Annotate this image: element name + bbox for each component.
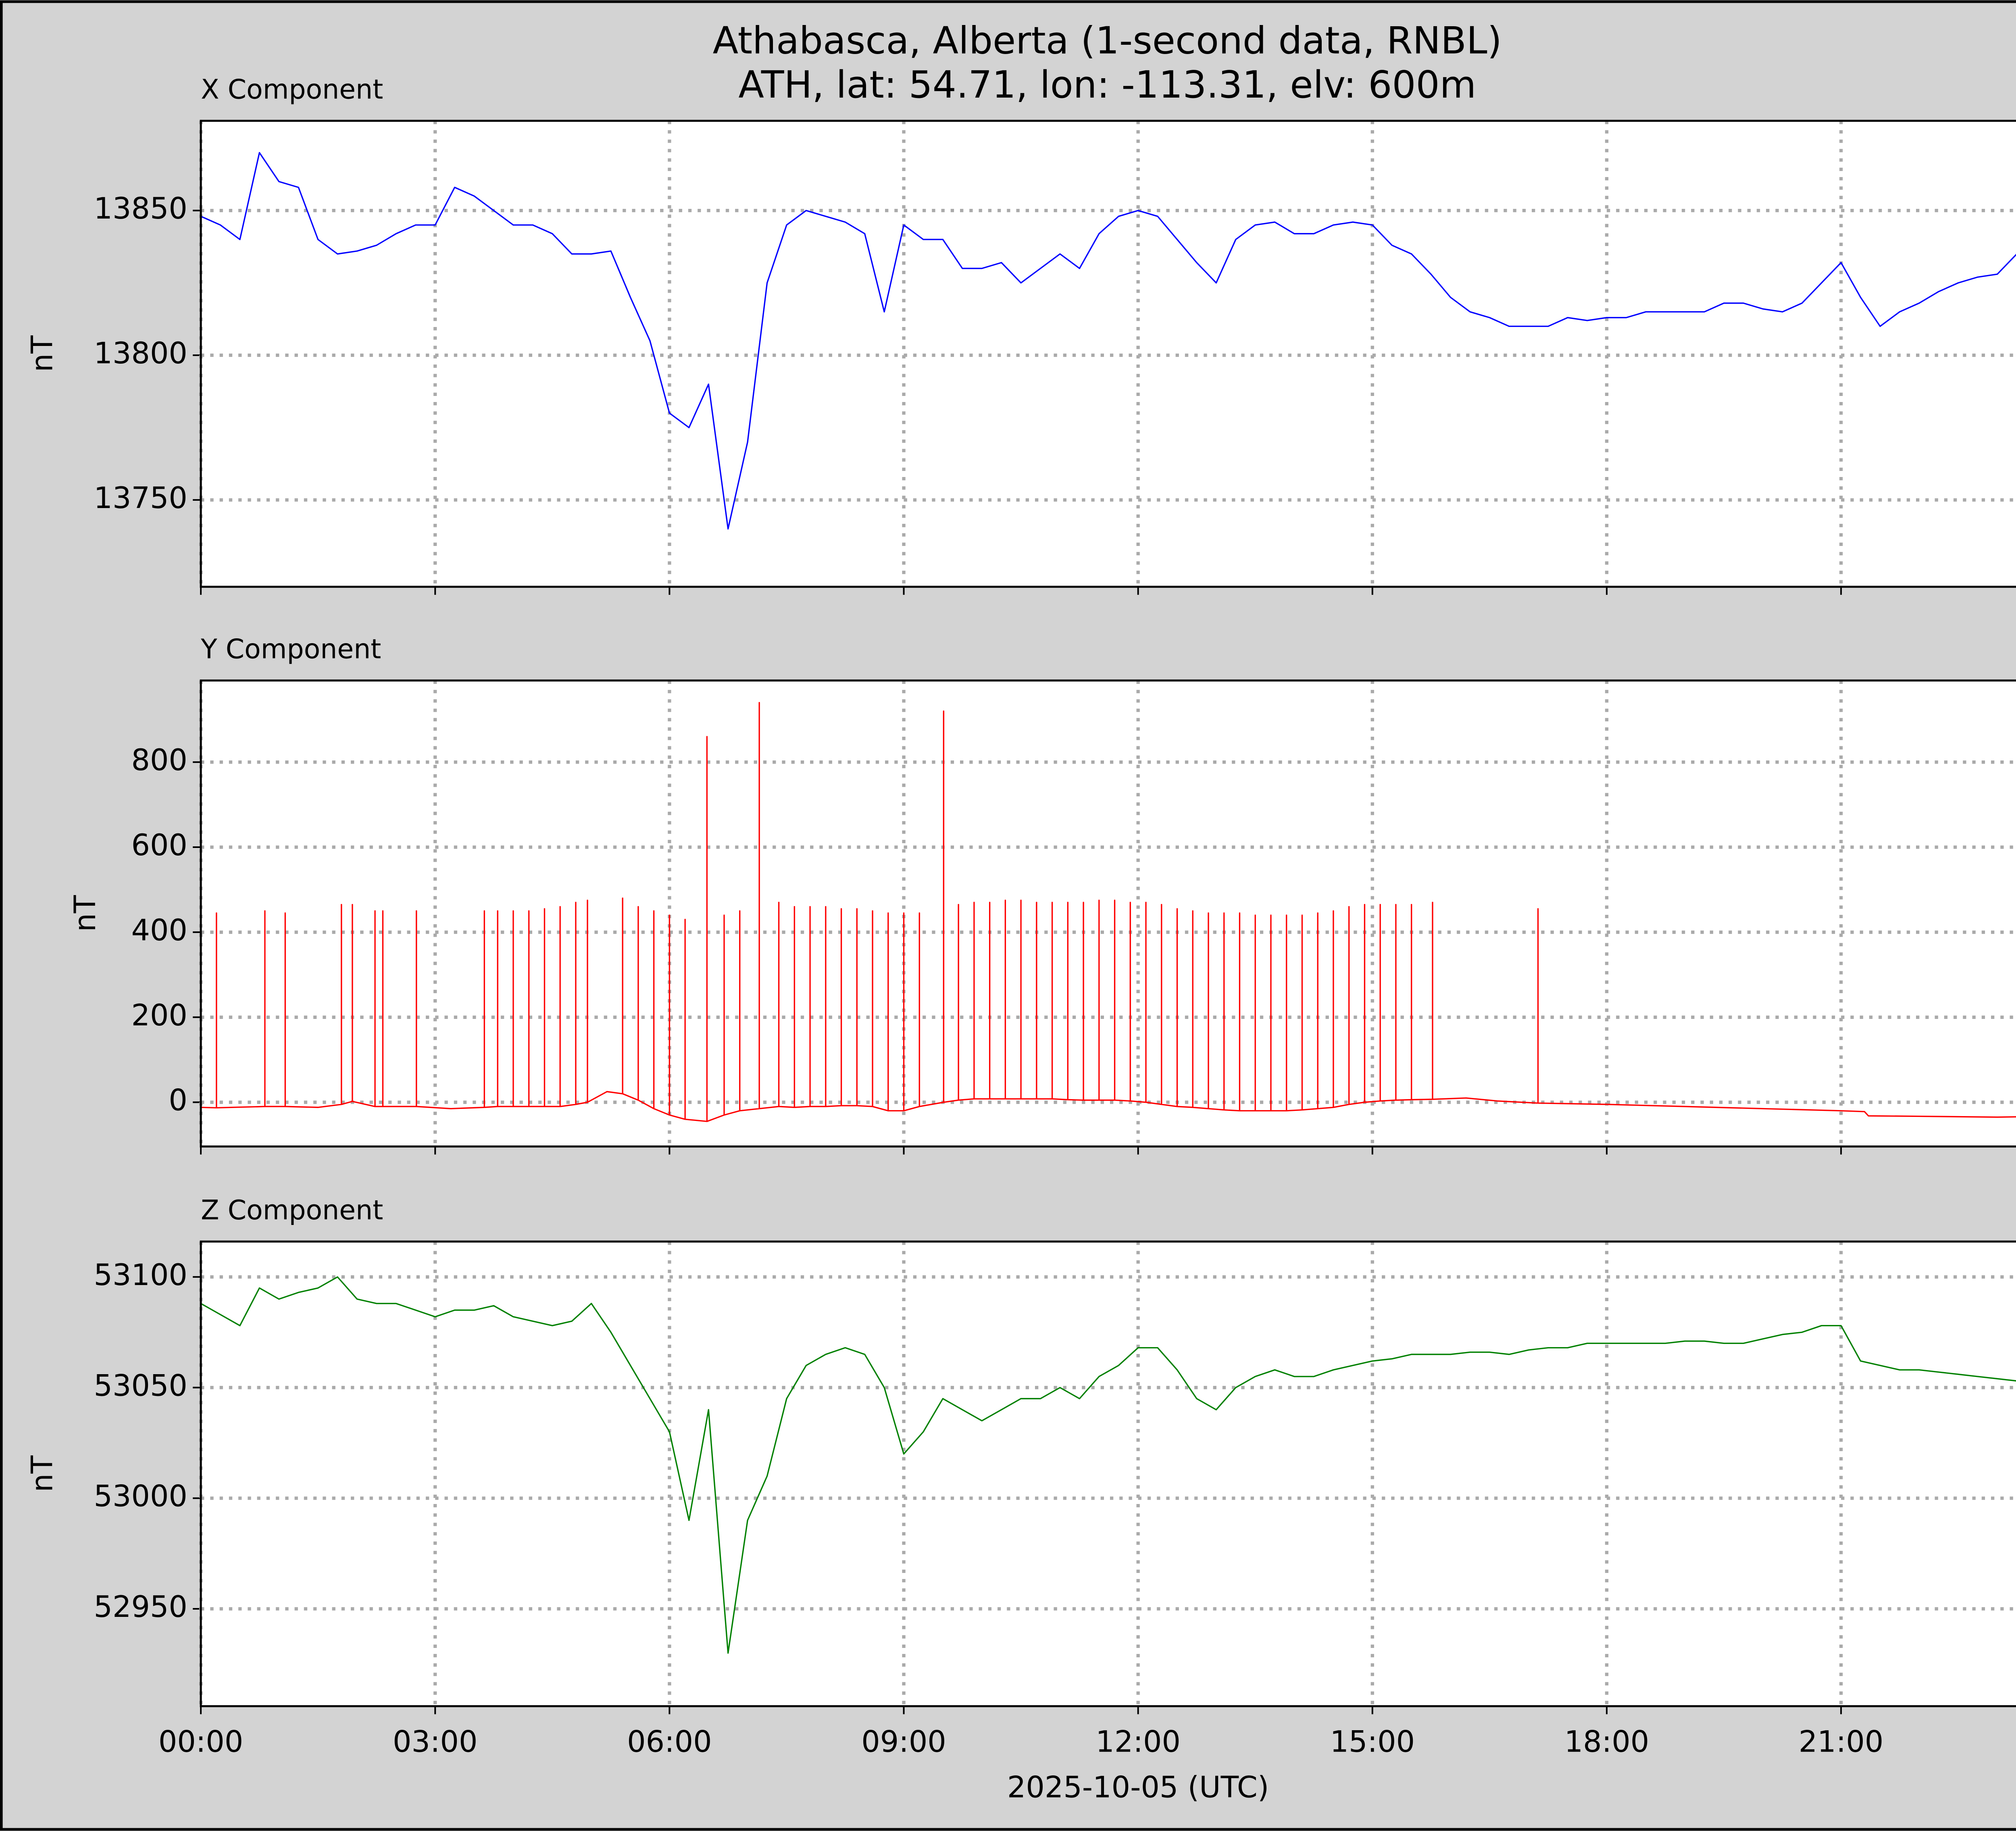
x-tick-label: 03:00 <box>393 1725 478 1759</box>
panel-title: Z Component <box>201 1194 383 1226</box>
y-tick-label: 0 <box>169 1083 187 1118</box>
x-axis-label: 2025-10-05 (UTC) <box>1007 1770 1269 1804</box>
y-tick-label: 52950 <box>94 1590 187 1624</box>
y-tick-label: 600 <box>131 828 187 862</box>
y-tick-label: 400 <box>131 913 187 948</box>
plot-area <box>201 680 2016 1147</box>
y-tick-label: 53000 <box>94 1479 187 1514</box>
plot-frame <box>200 120 2016 588</box>
x-tick-label: 21:00 <box>1799 1725 1884 1759</box>
plot-frame <box>200 1240 2016 1707</box>
x-tick-label: 09:00 <box>861 1725 946 1759</box>
x-tick-label: 06:00 <box>627 1725 712 1759</box>
data-line <box>201 1276 2016 1654</box>
data-line <box>201 152 2016 530</box>
y-axis-label: nT <box>25 1455 60 1492</box>
plot-area <box>201 1241 2016 1706</box>
y-tick-label: 13850 <box>94 192 187 226</box>
y-tick-label: 53050 <box>94 1369 187 1403</box>
figure-title: Athabasca, Alberta (1-second data, RNBL) <box>713 19 1502 62</box>
y-tick-label: 200 <box>131 998 187 1033</box>
panel-title: X Component <box>201 74 383 105</box>
y-axis-label: nT <box>25 335 60 372</box>
y-axis-label: nT <box>68 895 102 932</box>
x-tick-label: 00:00 <box>158 1725 244 1759</box>
y-tick-label: 800 <box>131 743 187 777</box>
panel-title: Y Component <box>200 633 381 665</box>
y-tick-label: 13800 <box>94 336 187 371</box>
plot-frame <box>200 679 2016 1148</box>
data-line <box>201 702 2016 1122</box>
x-tick-label: 15:00 <box>1330 1725 1415 1759</box>
y-tick-label: 53100 <box>94 1258 187 1292</box>
x-tick-label: 18:00 <box>1564 1725 1649 1759</box>
x-tick-label: 12:00 <box>1095 1725 1181 1759</box>
y-tick-label: 13750 <box>94 481 187 515</box>
figure-subtitle: ATH, lat: 54.71, lon: -113.31, elv: 600m <box>738 63 1476 106</box>
